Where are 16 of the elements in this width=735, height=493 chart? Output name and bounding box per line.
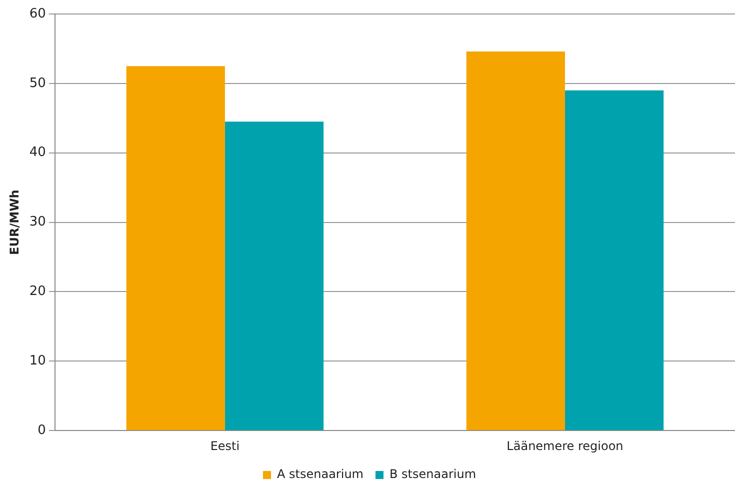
y-axis-title: EUR/MWh <box>7 190 22 255</box>
x-tick-label: Eesti <box>210 438 240 453</box>
bar <box>564 90 664 430</box>
legend-label: A stsenaarium <box>277 467 364 482</box>
bar <box>126 66 225 430</box>
x-tick-label: Läänemere regioon <box>506 438 624 453</box>
y-tick-label: 50 <box>29 76 46 91</box>
y-tick-label: 40 <box>29 145 46 160</box>
legend-label: B stsenaarium <box>389 467 476 482</box>
y-tick-label: 20 <box>29 284 46 300</box>
y-tick-label: 60 <box>29 6 46 22</box>
y-tick-label: 30 <box>29 214 46 230</box>
y-tick-label: 0 <box>38 422 46 438</box>
bar <box>224 122 324 430</box>
bar <box>466 51 565 430</box>
y-tick-label: 10 <box>29 354 46 369</box>
